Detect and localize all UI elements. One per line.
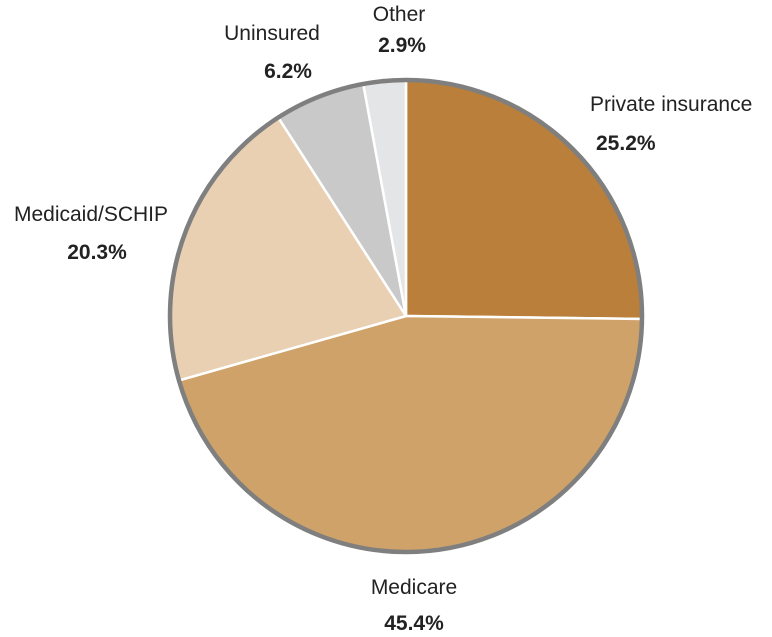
labels-layer: Private insurance 25.2% Medicare 45.4% M… (14, 3, 752, 635)
slice-value-uninsured: 6.2% (264, 60, 312, 83)
slice-value-private-insurance: 25.2% (596, 132, 656, 155)
slice-label-other: Other (373, 3, 426, 26)
slices-layer (168, 78, 644, 554)
slice-label-medicaid-schip: Medicaid/SCHIP (14, 203, 168, 226)
slice-value-medicare: 45.4% (384, 612, 444, 635)
slice-value-other: 2.9% (378, 34, 426, 57)
slice-label-uninsured: Uninsured (224, 22, 320, 45)
slice-value-medicaid-schip: 20.3% (67, 241, 127, 264)
slice-label-medicare: Medicare (371, 576, 457, 599)
slice-label-private-insurance: Private insurance (590, 93, 752, 116)
pie-outline (167, 77, 645, 555)
